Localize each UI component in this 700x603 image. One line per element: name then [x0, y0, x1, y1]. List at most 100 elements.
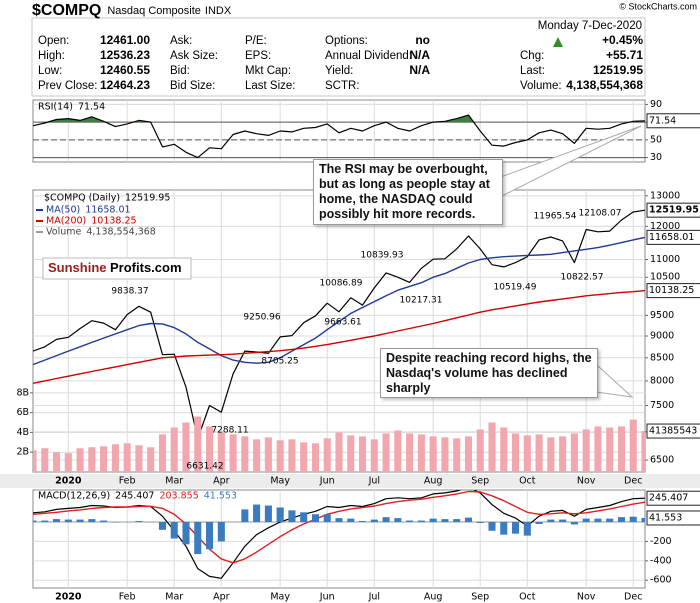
volume-bar: [582, 429, 590, 472]
value-box-label: 41385543: [649, 426, 697, 437]
histogram-bar: [488, 522, 496, 531]
value-box: [646, 229, 700, 245]
volume-bar: [288, 439, 296, 472]
histogram-bar: [347, 518, 355, 523]
volume-bar: [594, 426, 602, 472]
x-tick-label: Jun: [319, 476, 335, 487]
volume-bar: [158, 434, 166, 472]
value-box: [646, 423, 700, 439]
index-name: Nasdaq Composite: [107, 5, 201, 17]
volume-bar: [170, 427, 178, 472]
histogram-bar: [594, 518, 602, 523]
y-tick-label: 7500: [650, 400, 674, 411]
y-tick-label: -200: [650, 536, 672, 547]
price-annotation: 10822.57: [561, 273, 604, 283]
field-label: Annual Dividend:: [325, 50, 412, 62]
volume-bar: [406, 433, 414, 472]
field-label: Yield:: [325, 65, 353, 77]
volume-bar: [629, 419, 637, 472]
date: Monday 7-Dec-2020: [538, 20, 642, 32]
histogram-bar: [206, 522, 214, 550]
volume-bar: [641, 431, 645, 472]
histogram-bar: [617, 517, 625, 523]
price-annotation: 11965.54: [534, 212, 577, 222]
histogram-bar: [523, 522, 531, 536]
price-annotation: 12108.07: [579, 209, 622, 219]
histogram-bar: [441, 519, 449, 523]
value-box-label: 11658.01: [649, 232, 694, 243]
histogram-bar: [217, 522, 225, 542]
histogram-bar: [629, 516, 637, 523]
legend-value: 10138.25: [91, 216, 136, 227]
rsi-title: RSI(14): [38, 102, 73, 113]
histogram-bar: [76, 519, 84, 523]
histogram-bar: [170, 522, 178, 539]
line: [33, 209, 645, 439]
volume-bar: [182, 422, 190, 472]
y-tick-label: 6B: [16, 407, 29, 418]
value-box-label: 12519.95: [649, 205, 699, 216]
y-tick-label: 12000: [650, 221, 680, 232]
price-annotation: 10217.31: [400, 296, 443, 306]
volume-bar: [64, 453, 72, 472]
plot: [33, 100, 645, 162]
panel: [32, 189, 646, 473]
plot: [33, 190, 645, 472]
volume-bar: [476, 429, 484, 472]
price-annotation: 10839.93: [361, 251, 404, 261]
price-title: $COMPQ (Daily): [44, 193, 120, 204]
histogram-bar: [453, 519, 461, 523]
histogram-bar: [135, 521, 143, 523]
x-tick-label: Dec: [624, 476, 642, 487]
histogram-bar: [606, 518, 614, 523]
histogram-bar: [570, 522, 578, 525]
x-tick-label: Apr: [213, 592, 230, 603]
x-tick-label: Mar: [165, 476, 183, 487]
volume-bar: [300, 442, 308, 472]
histogram-bar: [41, 520, 49, 523]
histogram-bar: [359, 521, 367, 523]
volume-bar: [194, 416, 202, 472]
field-value: +0.45%: [602, 33, 643, 47]
legend-label: Volume: [46, 227, 81, 238]
x-tick-label: Oct: [519, 592, 536, 603]
volume-bar: [76, 448, 84, 472]
x-tick-label: Jun: [319, 592, 335, 603]
histogram-bar: [64, 519, 72, 523]
value-box: [646, 202, 700, 218]
histogram-value: 41.553: [204, 491, 237, 502]
symbol: $COMPQ: [32, 2, 101, 19]
x-tick-label: Dec: [624, 592, 642, 603]
histogram-bar: [158, 522, 166, 530]
price-annotation: 9663.61: [324, 318, 361, 328]
line: [33, 236, 645, 366]
field-label: Last:: [520, 65, 545, 77]
legend-label: MA(200): [46, 216, 86, 227]
value-box-label: 41.553: [649, 512, 682, 523]
field-label: EPS:: [245, 50, 271, 62]
field-label: High:: [38, 50, 65, 62]
signal-value: 203.855: [159, 491, 198, 502]
x-tick-label: Feb: [119, 476, 136, 487]
price-annotation: 10519.49: [494, 283, 537, 293]
volume-bar: [441, 437, 449, 472]
x-tick-label: May: [270, 476, 290, 487]
field-label: SCTR:: [325, 80, 360, 92]
histogram-bar: [253, 504, 261, 523]
histogram-bar: [641, 517, 645, 523]
field-label: P/E:: [245, 35, 267, 47]
histogram-bar: [559, 519, 567, 523]
price-annotation: 6631.42: [186, 462, 223, 472]
field-value: 12536.23: [100, 48, 150, 62]
line: [33, 490, 645, 564]
volume-bar: [311, 443, 319, 472]
line: [33, 289, 645, 384]
histogram-bar: [311, 514, 319, 523]
field-label: Options:: [325, 35, 368, 47]
histogram-bar: [512, 522, 520, 534]
y-tick-label: 13000: [650, 190, 680, 201]
field-value: 12519.95: [593, 63, 643, 77]
field-label: Chg:: [520, 50, 544, 62]
price-annotation: 9838.37: [111, 287, 148, 297]
